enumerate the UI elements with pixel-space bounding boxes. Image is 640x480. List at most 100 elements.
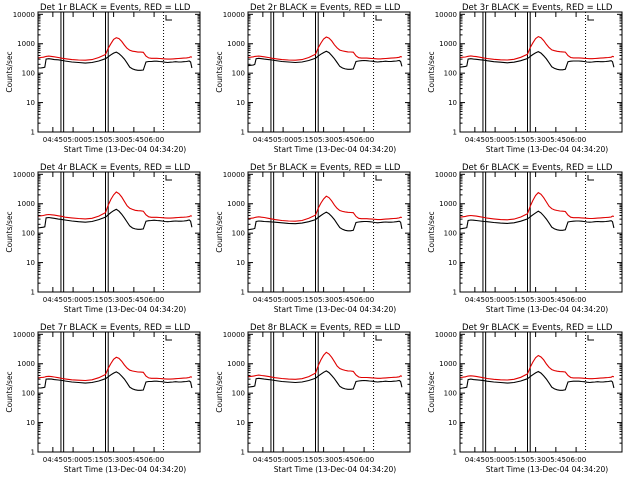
- legend-marker: [375, 15, 382, 21]
- x-tick-label: 05:00: [63, 456, 83, 464]
- x-axis-label: Start Time (13-Dec-04 04:34:20): [64, 305, 186, 314]
- x-tick-label: 05:30: [104, 456, 124, 464]
- y-tick-label: 10000: [223, 331, 245, 339]
- y-tick-label: 10000: [223, 171, 245, 179]
- y-tick-label: 10000: [223, 11, 245, 19]
- x-tick-label: 04:45: [465, 296, 485, 304]
- panel-title: Det 7r BLACK = Events, RED = LLD: [40, 323, 191, 333]
- legend-marker: [165, 175, 172, 181]
- panel-title: Det 1r BLACK = Events, RED = LLD: [40, 3, 191, 13]
- x-tick-label: 05:00: [485, 456, 505, 464]
- x-tick-label: 05:30: [526, 136, 546, 144]
- y-axis-label: Counts/sec: [5, 51, 14, 92]
- panel-title: Det 4r BLACK = Events, RED = LLD: [40, 163, 191, 173]
- legend-marker: [375, 175, 382, 181]
- series-lld: [459, 191, 615, 221]
- x-tick-label: 05:45: [124, 456, 144, 464]
- x-tick-label: 05:15: [83, 136, 103, 144]
- x-tick-label: 05:45: [334, 296, 354, 304]
- y-tick-label: 10000: [435, 11, 457, 19]
- y-tick-label: 1000: [227, 40, 245, 48]
- y-tick-label: 10000: [13, 331, 35, 339]
- series-lld: [247, 195, 403, 222]
- legend-marker: [587, 335, 594, 341]
- x-tick-label: 06:00: [566, 136, 586, 144]
- plot-frame: [459, 331, 623, 453]
- panel-title: Det 6r BLACK = Events, RED = LLD: [462, 163, 613, 173]
- series-lld: [247, 351, 403, 380]
- x-tick-label: 06:00: [144, 296, 164, 304]
- plot-frame: [37, 331, 201, 453]
- panel-title: Det 2r BLACK = Events, RED = LLD: [250, 3, 401, 13]
- x-tick-label: 04:45: [43, 136, 63, 144]
- y-axis-label: Counts/sec: [5, 211, 14, 252]
- panel-title: Det 5r BLACK = Events, RED = LLD: [250, 163, 401, 173]
- y-tick-label: 10000: [435, 171, 457, 179]
- x-tick-label: 04:45: [253, 136, 273, 144]
- x-tick-label: 05:15: [83, 296, 103, 304]
- x-axis-label: Start Time (13-Dec-04 04:34:20): [274, 145, 396, 154]
- y-axis-label: Counts/sec: [215, 211, 224, 252]
- series-lld: [37, 356, 193, 382]
- y-tick-label: 10: [26, 259, 35, 267]
- y-tick-label: 1: [453, 449, 457, 457]
- series-events: [247, 370, 403, 390]
- panel-det-3r: 1 10 100 1000 10000 04:45 05:00 05:15 05:30 05:45…: [427, 3, 623, 154]
- panel-det-4r: 1 10 100 1000 10000 04:45 05:00 05:15 05:30 05:45…: [5, 163, 201, 314]
- panel-det-8r: 1 10 100 1000 10000 04:45 05:00 05:15 05:30 05:45…: [215, 323, 411, 474]
- y-tick-label: 1000: [439, 200, 457, 208]
- x-tick-label: 05:00: [63, 296, 83, 304]
- x-tick-label: 05:45: [334, 136, 354, 144]
- panel-title: Det 8r BLACK = Events, RED = LLD: [250, 323, 401, 333]
- x-axis-label: Start Time (13-Dec-04 04:34:20): [274, 305, 396, 314]
- series-lld: [37, 37, 193, 61]
- x-tick-label: 05:15: [293, 136, 313, 144]
- x-tick-label: 05:15: [83, 456, 103, 464]
- y-tick-label: 1000: [17, 360, 35, 368]
- plot-frame: [247, 331, 411, 453]
- x-tick-label: 06:00: [566, 296, 586, 304]
- x-tick-label: 06:00: [144, 136, 164, 144]
- y-tick-label: 1: [241, 289, 245, 297]
- x-tick-label: 05:30: [314, 296, 334, 304]
- x-tick-label: 05:00: [273, 296, 293, 304]
- series-lld: [247, 36, 403, 61]
- legend-marker: [587, 175, 594, 181]
- y-tick-label: 10: [26, 99, 35, 107]
- x-tick-label: 05:30: [526, 456, 546, 464]
- x-tick-label: 06:00: [144, 456, 164, 464]
- series-lld: [459, 35, 615, 61]
- y-axis-label: Counts/sec: [215, 371, 224, 412]
- panel-title: Det 3r BLACK = Events, RED = LLD: [462, 3, 613, 13]
- y-tick-label: 100: [444, 230, 457, 238]
- x-axis-label: Start Time (13-Dec-04 04:34:20): [486, 145, 608, 154]
- y-axis-label: Counts/sec: [427, 211, 436, 252]
- x-tick-label: 04:45: [253, 296, 273, 304]
- y-axis-label: Counts/sec: [427, 51, 436, 92]
- series-events: [459, 210, 615, 231]
- y-tick-label: 10000: [13, 171, 35, 179]
- panel-det-9r: 1 10 100 1000 10000 04:45 05:00 05:15 05:30 05:45…: [427, 323, 623, 474]
- series-events: [247, 50, 403, 70]
- legend-marker: [165, 335, 172, 341]
- y-tick-label: 100: [22, 390, 35, 398]
- plot-frame: [459, 11, 623, 133]
- y-tick-label: 1: [31, 449, 35, 457]
- x-tick-label: 05:00: [63, 136, 83, 144]
- x-tick-label: 05:45: [124, 136, 144, 144]
- series-events: [38, 51, 193, 71]
- plot-frame: [37, 11, 201, 133]
- y-tick-label: 10: [448, 259, 457, 267]
- panel-det-7r: 1 10 100 1000 10000 04:45 05:00 05:15 05:30 05:45…: [5, 323, 201, 474]
- y-tick-label: 100: [22, 230, 35, 238]
- y-tick-label: 100: [232, 230, 245, 238]
- y-tick-label: 100: [444, 70, 457, 78]
- y-tick-label: 1: [453, 289, 457, 297]
- x-tick-label: 05:30: [104, 136, 124, 144]
- y-tick-label: 100: [232, 390, 245, 398]
- y-axis-label: Counts/sec: [427, 371, 436, 412]
- x-tick-label: 05:15: [293, 456, 313, 464]
- x-axis-label: Start Time (13-Dec-04 04:34:20): [486, 465, 608, 474]
- x-tick-label: 04:45: [43, 456, 63, 464]
